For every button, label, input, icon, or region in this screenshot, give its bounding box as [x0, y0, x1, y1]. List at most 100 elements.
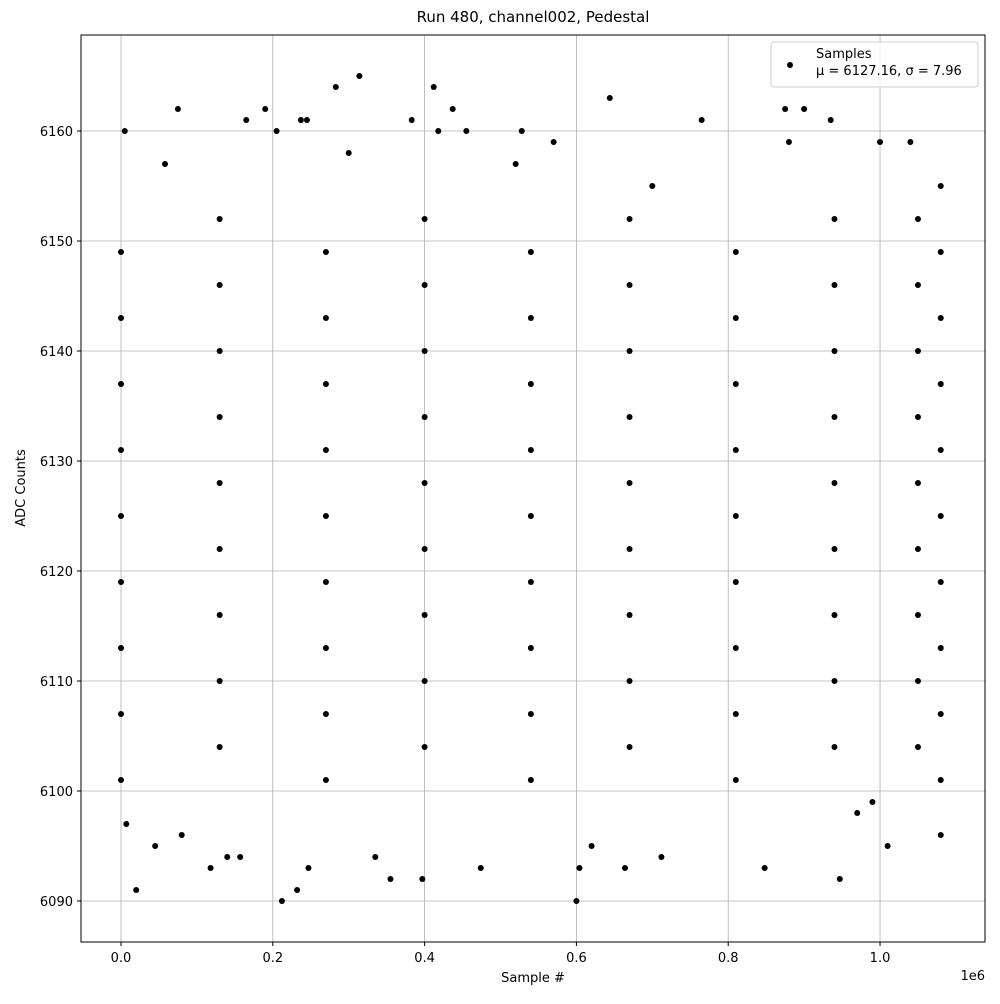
point	[118, 578, 125, 585]
point	[118, 249, 125, 256]
point	[527, 776, 534, 783]
point	[914, 545, 921, 552]
point	[273, 128, 280, 135]
legend-box	[770, 41, 979, 88]
point	[854, 809, 861, 816]
point	[322, 381, 329, 388]
point	[216, 545, 223, 552]
point	[732, 315, 739, 322]
point	[831, 282, 838, 289]
point	[216, 414, 223, 421]
point	[421, 743, 428, 750]
point	[831, 677, 838, 684]
point	[216, 348, 223, 355]
point	[178, 831, 185, 838]
point	[626, 216, 633, 223]
point	[626, 545, 633, 552]
point	[621, 864, 628, 871]
point	[345, 150, 352, 157]
point	[732, 644, 739, 651]
point	[626, 677, 633, 684]
point	[322, 512, 329, 519]
point	[527, 512, 534, 519]
point	[831, 545, 838, 552]
x-tick-label: 0.4	[414, 951, 435, 966]
point	[626, 743, 633, 750]
point	[732, 512, 739, 519]
point	[937, 183, 944, 190]
point	[527, 249, 534, 256]
point	[732, 776, 739, 783]
point	[421, 348, 428, 355]
point	[322, 776, 329, 783]
point	[937, 776, 944, 783]
point	[914, 677, 921, 684]
point	[588, 842, 595, 849]
point	[869, 798, 876, 805]
point	[421, 677, 428, 684]
point	[831, 611, 838, 618]
point	[408, 117, 415, 124]
plot-frame	[80, 34, 986, 943]
point	[224, 853, 231, 860]
point	[463, 128, 470, 135]
point	[527, 710, 534, 717]
point	[121, 128, 128, 135]
point	[303, 117, 310, 124]
point	[626, 282, 633, 289]
x-tick-label: 0.6	[566, 951, 587, 966]
point	[262, 106, 269, 113]
point	[527, 578, 534, 585]
point	[305, 864, 312, 871]
point	[782, 106, 789, 113]
legend-label: Samples	[816, 47, 872, 62]
point	[421, 216, 428, 223]
point	[527, 644, 534, 651]
point	[421, 545, 428, 552]
point	[732, 381, 739, 388]
point	[322, 644, 329, 651]
point	[237, 853, 244, 860]
grid	[81, 35, 985, 942]
point	[430, 84, 437, 91]
point	[698, 117, 705, 124]
x-tick-label: 0.8	[718, 951, 739, 966]
point	[118, 710, 125, 717]
point	[626, 348, 633, 355]
point	[322, 710, 329, 717]
point	[419, 875, 426, 882]
y-tick-label: 6120	[40, 565, 73, 580]
point	[914, 414, 921, 421]
point	[421, 480, 428, 487]
y-tick-label: 6140	[40, 345, 73, 360]
y-tick-label: 6110	[40, 675, 73, 690]
point	[658, 853, 665, 860]
point	[294, 886, 301, 893]
x-tick-label: 0.2	[262, 951, 283, 966]
point	[216, 282, 223, 289]
legend-marker	[787, 62, 793, 68]
point	[118, 447, 125, 454]
y-tick-label: 6130	[40, 455, 73, 470]
point	[576, 864, 583, 871]
point	[174, 106, 181, 113]
point	[527, 447, 534, 454]
point	[801, 106, 808, 113]
point	[216, 216, 223, 223]
point	[573, 897, 580, 904]
point	[937, 249, 944, 256]
point	[322, 447, 329, 454]
point	[884, 842, 891, 849]
point	[332, 84, 339, 91]
point	[118, 381, 125, 388]
x-tick-label: 0.0	[111, 951, 132, 966]
point	[937, 644, 944, 651]
point	[216, 677, 223, 684]
point	[732, 447, 739, 454]
y-tick-label: 6160	[40, 125, 73, 140]
point	[278, 897, 285, 904]
point	[937, 710, 944, 717]
point	[606, 95, 613, 102]
point	[152, 842, 159, 849]
